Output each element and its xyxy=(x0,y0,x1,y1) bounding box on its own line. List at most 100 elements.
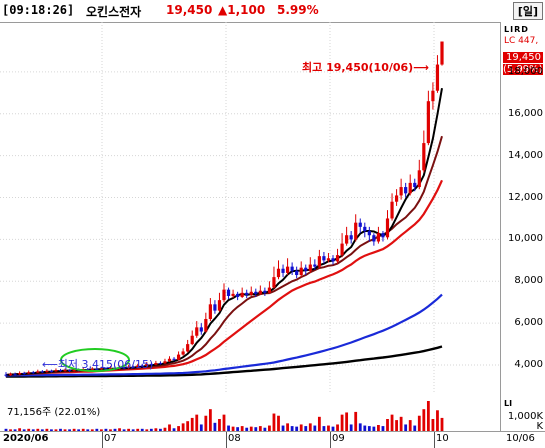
candle xyxy=(308,257,312,273)
candle-body xyxy=(163,361,167,364)
candle-body xyxy=(345,235,349,244)
volume-bar xyxy=(249,426,253,431)
volume-bar xyxy=(231,426,235,431)
candle-body xyxy=(267,287,272,293)
candle xyxy=(222,283,226,303)
candle xyxy=(226,287,231,300)
volume-bar xyxy=(408,420,412,431)
y-tick-label: 6,000 xyxy=(514,317,543,329)
volume-bar xyxy=(190,417,194,431)
candle xyxy=(426,90,430,146)
volume-bar xyxy=(367,426,371,431)
candle-body xyxy=(404,187,408,194)
candle xyxy=(208,298,212,322)
candle xyxy=(304,264,308,276)
candle-body xyxy=(190,335,194,345)
axis-tag[interactable]: LIRD xyxy=(504,25,529,34)
volume-bar xyxy=(222,414,226,431)
volume-bar xyxy=(90,429,94,431)
volume-bar xyxy=(99,429,103,431)
volume-bar xyxy=(386,419,389,431)
volume-bar xyxy=(4,428,8,431)
volume-axis-tag[interactable]: LI xyxy=(504,399,513,408)
volume-bar xyxy=(290,426,294,431)
change-rate: 5.99% xyxy=(277,3,319,17)
candle-body xyxy=(285,266,290,273)
candle xyxy=(317,249,321,269)
candle xyxy=(399,178,403,200)
candle xyxy=(217,292,222,312)
volume-chart[interactable] xyxy=(0,397,500,431)
candle-body xyxy=(335,255,340,262)
volume-bar xyxy=(358,423,362,431)
volume-bar xyxy=(308,423,312,431)
volume-bar xyxy=(177,426,180,431)
volume-bar xyxy=(195,414,199,431)
candle xyxy=(285,258,290,276)
volume-bar xyxy=(208,409,212,431)
volume-bar xyxy=(45,428,49,431)
volume-bar xyxy=(63,429,67,431)
volume-bar xyxy=(204,415,208,431)
candle-body xyxy=(40,371,44,373)
volume-bar xyxy=(136,428,140,431)
candle-body xyxy=(381,233,385,238)
candle xyxy=(331,255,335,265)
candle-body xyxy=(231,293,235,296)
candle xyxy=(49,369,54,373)
volume-bar xyxy=(109,429,112,431)
x-label-aug: 08 xyxy=(228,433,241,444)
candle-body xyxy=(63,370,67,372)
volume-bar xyxy=(322,426,326,431)
price-chart-area[interactable] xyxy=(0,22,500,394)
stock-name[interactable]: 오킨스전자 xyxy=(86,5,142,19)
volume-bar xyxy=(145,429,149,431)
candle xyxy=(8,372,13,376)
candle xyxy=(236,291,240,301)
candle xyxy=(345,226,349,246)
volume-bar xyxy=(113,428,117,431)
volume-bar xyxy=(86,429,90,431)
volume-bar xyxy=(286,423,289,431)
volume-bar xyxy=(327,425,330,431)
price-axis[interactable]: LIRD LC 447, 19,450 (5.99%) 18,000 16,000… xyxy=(500,22,545,432)
month-divider xyxy=(434,432,435,448)
price-chart[interactable] xyxy=(0,22,500,394)
volume-bar xyxy=(50,429,53,431)
y-tick-label: 18,000 xyxy=(508,65,543,77)
candle-body xyxy=(417,170,421,188)
candle-body xyxy=(263,290,267,293)
volume-bar xyxy=(354,411,358,431)
candle xyxy=(186,339,190,353)
candle xyxy=(417,159,421,190)
candle-body xyxy=(58,370,63,372)
volume-bar xyxy=(127,428,131,431)
candle-body xyxy=(249,291,253,295)
candle xyxy=(167,356,172,363)
candle-body xyxy=(363,226,367,232)
volume-bar xyxy=(372,426,376,431)
volume-chart-area[interactable] xyxy=(0,397,500,431)
candle-body xyxy=(167,358,172,362)
candle xyxy=(63,368,67,372)
volume-axis-unit: K xyxy=(536,421,543,432)
candle xyxy=(136,363,140,368)
candle-body xyxy=(322,256,326,261)
candle xyxy=(99,366,103,371)
candle-body xyxy=(340,243,344,256)
volume-bar xyxy=(31,429,35,431)
candle-body xyxy=(22,373,26,375)
volume-bar xyxy=(9,429,12,431)
candle-body xyxy=(354,222,358,240)
candle-body xyxy=(99,368,103,370)
candle xyxy=(13,372,17,376)
x-label-sep: 09 xyxy=(332,433,345,444)
volume-bar xyxy=(236,427,240,431)
candle-body xyxy=(195,327,199,336)
candle xyxy=(27,370,31,374)
period-button[interactable]: [일] xyxy=(512,2,543,20)
candle xyxy=(394,189,399,206)
ma120-line xyxy=(6,345,443,378)
volume-bar xyxy=(159,428,162,431)
